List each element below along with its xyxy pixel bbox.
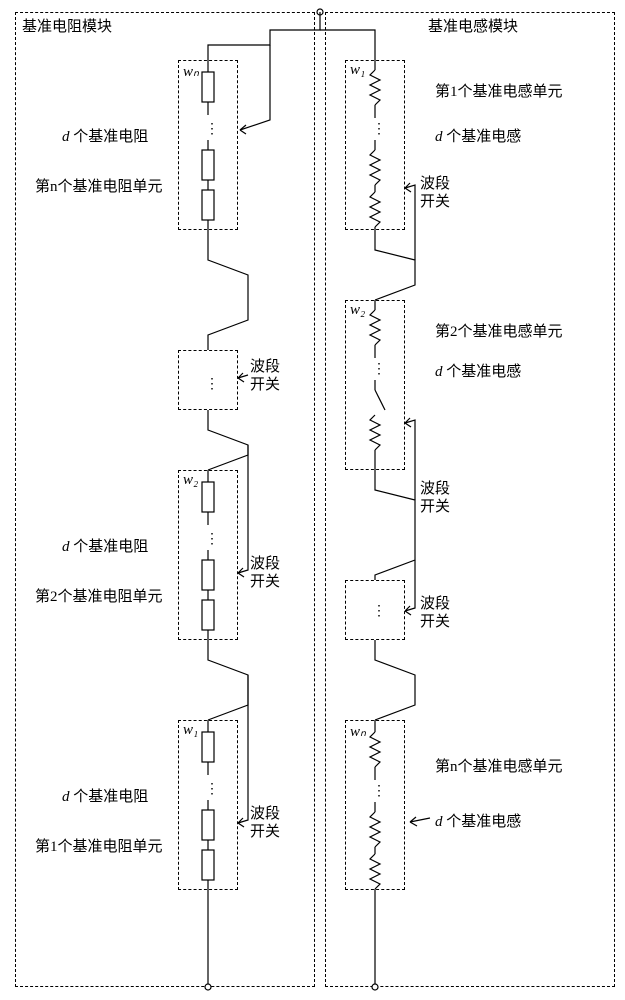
wire-top-left <box>208 12 320 60</box>
right-bottom-terminal-icon <box>372 984 378 990</box>
inductor-icon <box>370 70 380 105</box>
vdots-icon: ⋮ <box>372 784 386 799</box>
vdots-icon: ⋮ <box>372 122 386 137</box>
vdots-icon: ⋮ <box>205 532 219 547</box>
resistor-icon <box>202 732 214 762</box>
wire-top-right <box>320 30 375 60</box>
resistor-icon <box>202 190 214 220</box>
resistor-icon <box>202 72 214 102</box>
inductor-icon <box>370 854 380 889</box>
inductor-icon <box>370 150 380 185</box>
inductor-icon <box>370 192 380 227</box>
vdots-icon: ⋮ <box>205 122 219 137</box>
vdots-icon: ⋮ <box>205 782 219 797</box>
diagram-canvas: 基准电阻模块 基准电感模块 wₙ d 个基准电阻 第n个基准电阻单元 波段开关 … <box>0 0 625 1000</box>
inductor-icon <box>370 415 380 450</box>
wire-left-ell-to-2 <box>208 410 248 470</box>
vdots-icon: ⋮ <box>372 604 386 619</box>
resistor-icon <box>202 810 214 840</box>
resistor-icon <box>202 560 214 590</box>
switch-arm <box>240 45 270 130</box>
inductor-icon <box>370 732 380 767</box>
resistor-icon <box>202 850 214 880</box>
left-bottom-terminal-icon <box>205 984 211 990</box>
wire-left-n-to-ellipsis <box>208 230 248 350</box>
resistor-icon <box>202 600 214 630</box>
inductor-icon <box>370 812 380 847</box>
resistor-icon <box>202 482 214 512</box>
diagram-svg: ⋮ ⋮ ⋮ ⋮ <box>0 0 625 1000</box>
wire-left-2-to-1 <box>208 640 248 720</box>
vdots-icon: ⋮ <box>372 362 386 377</box>
vdots-icon: ⋮ <box>205 377 219 392</box>
inductor-icon <box>370 310 380 345</box>
resistor-icon <box>202 150 214 180</box>
